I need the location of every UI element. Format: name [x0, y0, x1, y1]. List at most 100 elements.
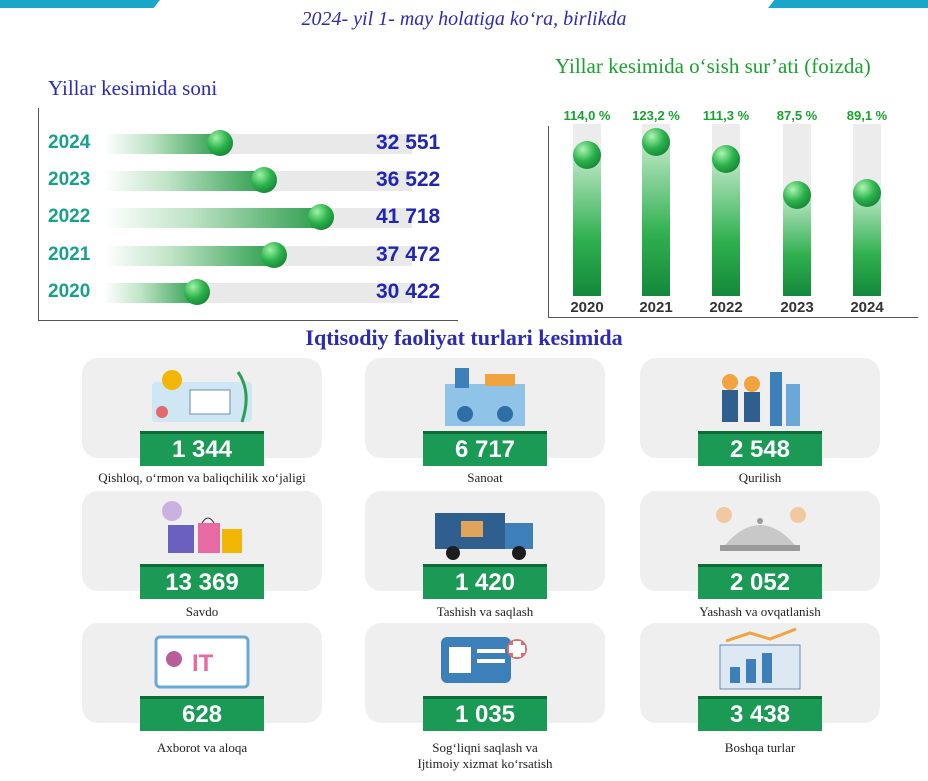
hbar-row-2023: 2023 36 522 — [40, 167, 460, 195]
hbar-year-label: 2024 — [48, 132, 91, 153]
activity-count-badge: 13 369 — [140, 564, 264, 599]
vcol-knob — [642, 128, 670, 156]
right-chart-frame — [548, 126, 549, 318]
svg-text:IT: IT — [192, 650, 214, 677]
right-chart-title: Yillar kesimida o‘sish sur’ati (foizda) — [555, 54, 871, 78]
activity-count-badge: 2 052 — [698, 564, 822, 599]
agriculture-icon — [152, 370, 252, 423]
shopping-icon — [162, 501, 242, 553]
activity-count-badge: 1 420 — [423, 564, 547, 599]
activity-count-badge: 1 035 — [423, 696, 547, 731]
activity-label: Sanoat — [355, 470, 615, 486]
activity-label: Qishloq, o‘rmon va baliqchilik xo‘jaligi — [72, 470, 332, 486]
vcol-percent-label: 111,3 % — [702, 108, 750, 123]
page-title: 2024- yil 1- may holatiga ko‘ra, birlikd… — [301, 8, 627, 30]
hbar-value-label: 41 718 — [376, 205, 441, 228]
activity-card: IT 628 — [82, 623, 322, 731]
vcol-year-label: 2020 — [570, 299, 604, 316]
construction-icon — [722, 372, 800, 426]
activity-card: 2 548 — [640, 358, 880, 466]
left-chart-frame — [38, 108, 39, 320]
vcol-fill — [853, 193, 881, 296]
vcol-fill — [573, 155, 601, 296]
vcol-fill — [712, 159, 740, 296]
activity-label-line: Axborot va aloqa — [156, 740, 248, 755]
activity-card: 6 717 — [365, 358, 605, 466]
activity-card: 2 052 — [640, 491, 880, 599]
hbar-fill — [104, 134, 220, 154]
vcol-year-label: 2021 — [639, 299, 673, 316]
factory-icon — [445, 368, 525, 426]
activity-label: Axborot va aloqa — [72, 740, 332, 756]
hbar-year-label: 2022 — [48, 206, 91, 227]
activity-label-line: Ijtimoiy xizmat ko‘rsatish — [417, 756, 553, 771]
activity-label-line: Qurilish — [738, 470, 782, 485]
activity-label: Qurilish — [630, 470, 890, 486]
vcol-fill — [642, 142, 670, 296]
vcol-percent-label: 123,2 % — [632, 108, 680, 123]
hbar-year-label: 2023 — [48, 169, 91, 190]
hbar-year-label: 2021 — [48, 244, 91, 265]
hbar-year-label: 2020 — [48, 281, 91, 302]
left-chart-baseline — [38, 320, 458, 321]
activity-card: 13 369 — [82, 491, 322, 599]
activity-count-badge: 1 344 — [140, 431, 264, 466]
activity-label-line: Tashish va saqlash — [436, 604, 534, 619]
activity-label: Savdo — [72, 604, 332, 620]
activity-label: Yashash va ovqatlanish — [630, 604, 890, 620]
header-decoration-left — [0, 0, 160, 8]
hbar-fill — [104, 246, 274, 266]
hbar-fill — [104, 283, 197, 303]
activity-label: Tashish va saqlash — [355, 604, 615, 620]
hbar-value-label: 37 472 — [376, 243, 441, 266]
hbar-value-label: 30 422 — [376, 280, 441, 303]
hbar-value-label: 36 522 — [376, 168, 441, 191]
food-service-icon — [716, 507, 806, 551]
hbar-fill — [104, 171, 264, 191]
hbar-knob — [261, 242, 287, 268]
activity-label-line: Yashash va ovqatlanish — [699, 604, 821, 619]
header-decoration-right — [768, 0, 928, 8]
truck-icon — [435, 513, 533, 560]
section-title: Iqtisodiy faoliyat turlari kesimida — [305, 325, 623, 350]
left-chart-title: Yillar kesimida soni — [48, 76, 218, 100]
it-icon: IT — [154, 635, 250, 689]
vcol-year-label: 2022 — [709, 299, 743, 316]
hbar-knob — [207, 130, 233, 156]
vcol-fill — [783, 195, 811, 296]
hbar-row-2020: 2020 30 422 — [40, 279, 460, 307]
activity-count-badge: 3 438 — [698, 696, 822, 731]
activity-label-line: Savdo — [185, 604, 219, 619]
analytics-icon — [719, 627, 801, 690]
vcol-percent-label: 87,5 % — [776, 108, 818, 123]
activity-count-badge: 2 548 — [698, 431, 822, 466]
activity-label-line: Sog‘liqni saqlash va — [432, 740, 538, 755]
health-card-icon — [441, 637, 527, 683]
activity-card: 3 438 — [640, 623, 880, 731]
vcol-percent-label: 89,1 % — [846, 108, 888, 123]
hbar-knob — [308, 204, 334, 230]
hbar-value-label: 32 551 — [376, 131, 441, 154]
hbar-row-2024: 2024 32 551 — [40, 130, 460, 158]
hbar-row-2022: 2022 41 718 — [40, 204, 460, 232]
vcol-knob — [783, 181, 811, 209]
vcol-knob — [712, 145, 740, 173]
activity-count-badge: 6 717 — [423, 431, 547, 466]
hbar-knob — [251, 167, 277, 193]
vcol-knob — [853, 179, 881, 207]
hbar-fill — [104, 208, 321, 228]
hbar-row-2021: 2021 37 472 — [40, 242, 460, 270]
right-chart-baseline — [548, 317, 918, 318]
activity-count-badge: 628 — [140, 696, 264, 731]
activity-label-line: Sanoat — [467, 470, 503, 485]
activity-label: Sog‘liqni saqlash va Ijtimoiy xizmat ko‘r… — [355, 740, 615, 772]
vcol-knob — [573, 141, 601, 169]
activity-card: 1 420 — [365, 491, 605, 599]
activity-label: Boshqa turlar — [630, 740, 890, 756]
activity-card: 1 035 — [365, 623, 605, 731]
vcol-year-label: 2024 — [850, 299, 884, 316]
activity-label-line: Qishloq, o‘rmon va baliqchilik xo‘jaligi — [98, 470, 306, 485]
hbar-knob — [184, 279, 210, 305]
vcol-year-label: 2023 — [780, 299, 814, 316]
activity-card: 1 344 — [82, 358, 322, 466]
